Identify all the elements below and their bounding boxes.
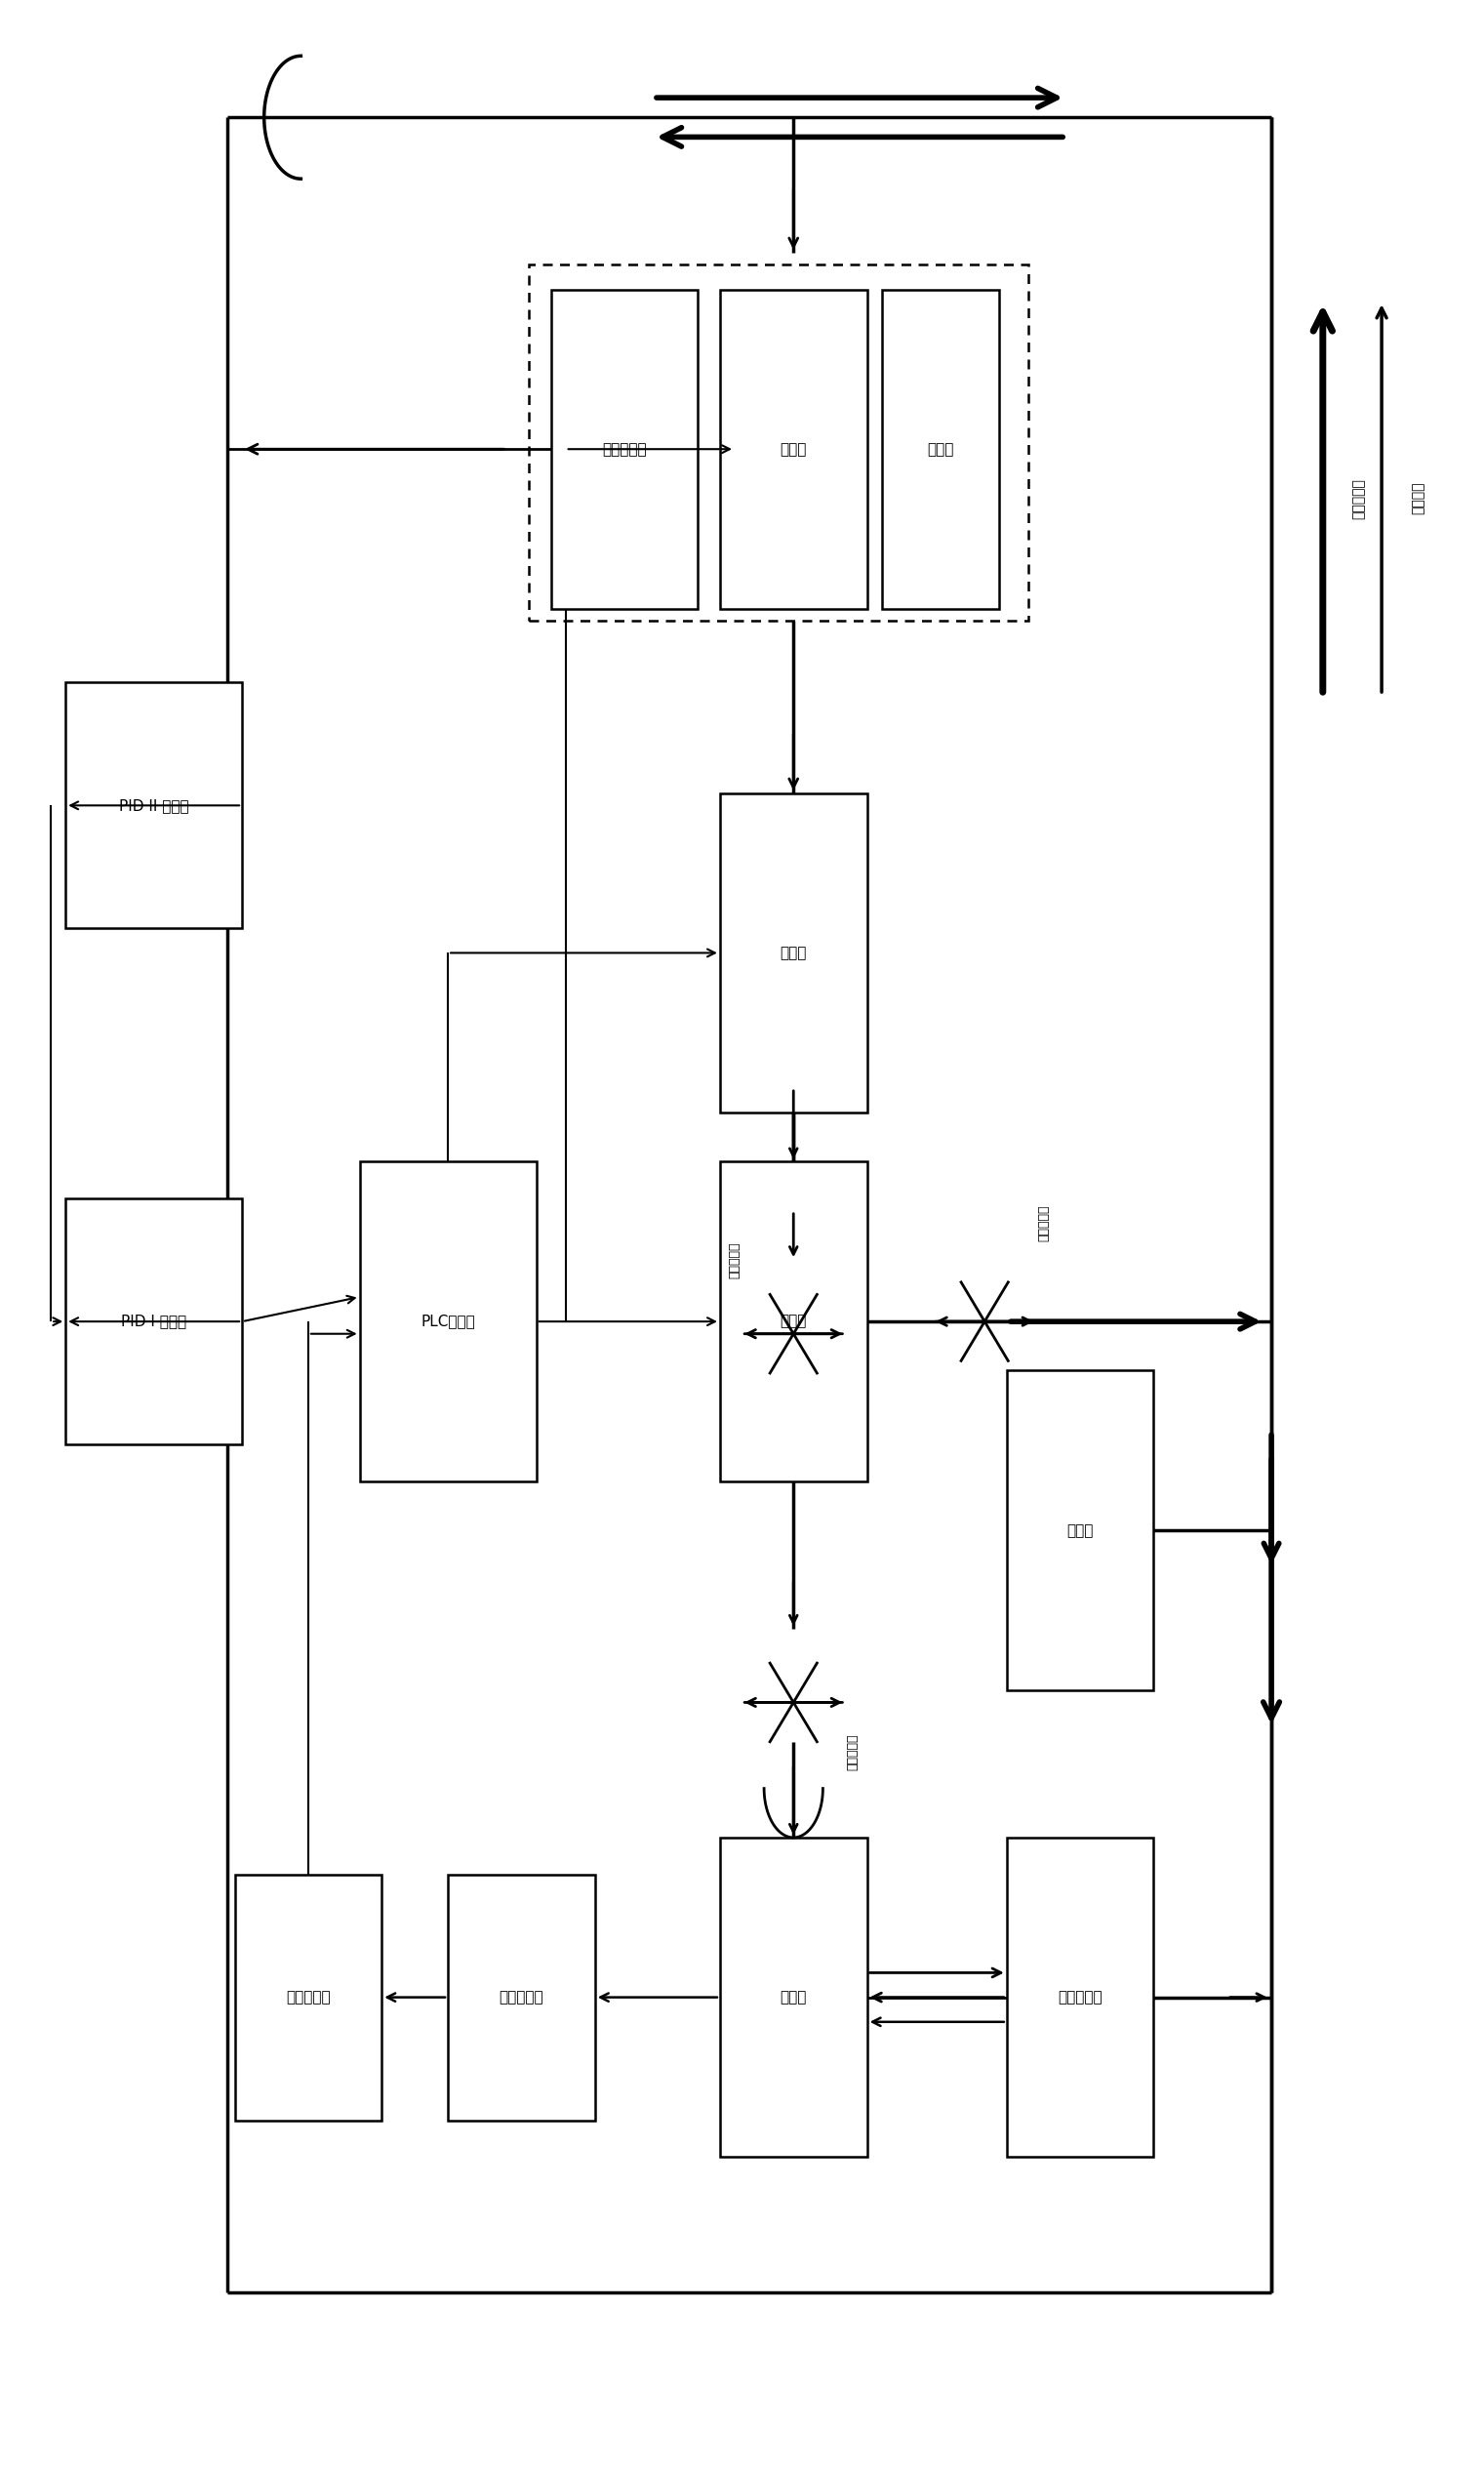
Text: 第三电磁阀: 第三电磁阀: [1037, 1206, 1049, 1240]
Bar: [528, 264, 1028, 620]
Bar: [448, 1875, 595, 2120]
Text: PID II 温控器: PID II 温控器: [119, 798, 188, 813]
Bar: [720, 793, 867, 1112]
Text: 机体温控器: 机体温控器: [286, 1989, 331, 2004]
Bar: [881, 289, 999, 608]
Text: 机体温感器: 机体温感器: [499, 1989, 543, 2004]
Text: 毛细管: 毛细管: [1067, 1522, 1094, 1537]
Text: 气液分离器: 气液分离器: [1058, 1989, 1103, 2004]
Text: 控制线路: 控制线路: [1411, 482, 1425, 514]
Bar: [359, 1161, 536, 1480]
Bar: [720, 1838, 867, 2157]
Text: 压缩机: 压缩机: [781, 1989, 807, 2004]
Bar: [720, 289, 867, 608]
Text: 第一电磁阀: 第一电磁阀: [729, 1243, 741, 1278]
Text: 水箱温感器: 水箱温感器: [603, 442, 647, 457]
Text: 制冷剂线路: 制冷剂线路: [1352, 477, 1365, 519]
Text: 第二电磁阀: 第二电磁阀: [846, 1732, 859, 1769]
Text: 蒸发器: 蒸发器: [781, 442, 807, 457]
Text: PID I 温控器: PID I 温控器: [122, 1315, 187, 1329]
Bar: [1006, 1838, 1153, 2157]
Bar: [234, 1875, 381, 2120]
Text: 加热器: 加热器: [928, 442, 954, 457]
Text: 冷凝器: 冷凝器: [781, 1315, 807, 1329]
Bar: [720, 1161, 867, 1480]
Bar: [65, 1198, 242, 1446]
Text: 膨胀阀: 膨胀阀: [781, 946, 807, 961]
Text: PLC控制器: PLC控制器: [420, 1315, 475, 1329]
Bar: [1006, 1371, 1153, 1690]
Bar: [65, 682, 242, 929]
Bar: [551, 289, 697, 608]
